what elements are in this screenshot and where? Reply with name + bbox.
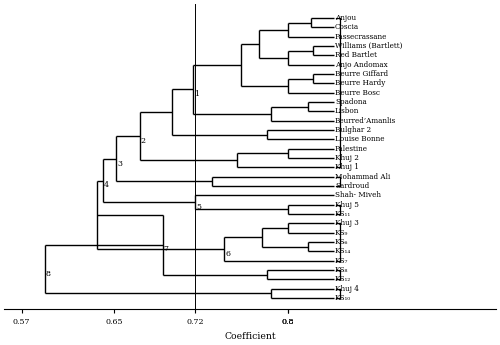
- Text: Khuj 4: Khuj 4: [335, 285, 359, 293]
- Text: Bulghar 2: Bulghar 2: [335, 126, 371, 134]
- Text: 2: 2: [140, 137, 145, 145]
- Text: KS₁₄: KS₁₄: [335, 247, 351, 255]
- Text: Beurre Hardy: Beurre Hardy: [335, 79, 386, 88]
- Text: KS₁₀: KS₁₀: [335, 294, 351, 302]
- Text: Khuj 1: Khuj 1: [335, 164, 359, 171]
- Text: Passecrassane: Passecrassane: [335, 33, 388, 41]
- Text: Lisbon: Lisbon: [335, 107, 359, 116]
- Text: 7: 7: [164, 245, 169, 254]
- Text: 8: 8: [46, 270, 51, 278]
- Text: 1: 1: [194, 90, 199, 98]
- Text: KS₇: KS₇: [335, 257, 348, 265]
- Text: KS₁₂: KS₁₂: [335, 275, 351, 283]
- Text: Anjou: Anjou: [335, 14, 356, 22]
- Text: KS₉: KS₉: [335, 229, 348, 237]
- Text: Beurre Giffard: Beurre Giffard: [335, 70, 388, 78]
- Text: Anjo Andomax: Anjo Andomax: [335, 61, 388, 69]
- Text: KS₆: KS₆: [335, 238, 348, 246]
- Text: Sardroud: Sardroud: [335, 182, 370, 190]
- Text: Beurre Bosc: Beurre Bosc: [335, 89, 380, 97]
- X-axis label: Coefficient: Coefficient: [224, 332, 276, 341]
- Text: Mohammad Ali: Mohammad Ali: [335, 173, 390, 181]
- Text: Beurred’Amanlis: Beurred’Amanlis: [335, 117, 396, 125]
- Text: Shah- Miveh: Shah- Miveh: [335, 191, 381, 199]
- Text: Coscia: Coscia: [335, 23, 359, 31]
- Text: Khuj 3: Khuj 3: [335, 219, 359, 227]
- Text: Red Bartlet: Red Bartlet: [335, 51, 377, 59]
- Text: 4: 4: [104, 181, 109, 189]
- Text: Palestine: Palestine: [335, 145, 368, 153]
- Text: Spadona: Spadona: [335, 98, 367, 106]
- Text: Williams (Bartlett): Williams (Bartlett): [335, 42, 402, 50]
- Text: Louise Bonne: Louise Bonne: [335, 136, 384, 144]
- Text: Khuj 2: Khuj 2: [335, 154, 359, 162]
- Text: 6: 6: [225, 250, 230, 258]
- Text: KS₈: KS₈: [335, 266, 348, 274]
- Text: 3: 3: [118, 159, 122, 168]
- Text: 5: 5: [196, 203, 201, 211]
- Text: KS₁₁: KS₁₁: [335, 210, 351, 218]
- Text: Khuj 5: Khuj 5: [335, 201, 359, 209]
